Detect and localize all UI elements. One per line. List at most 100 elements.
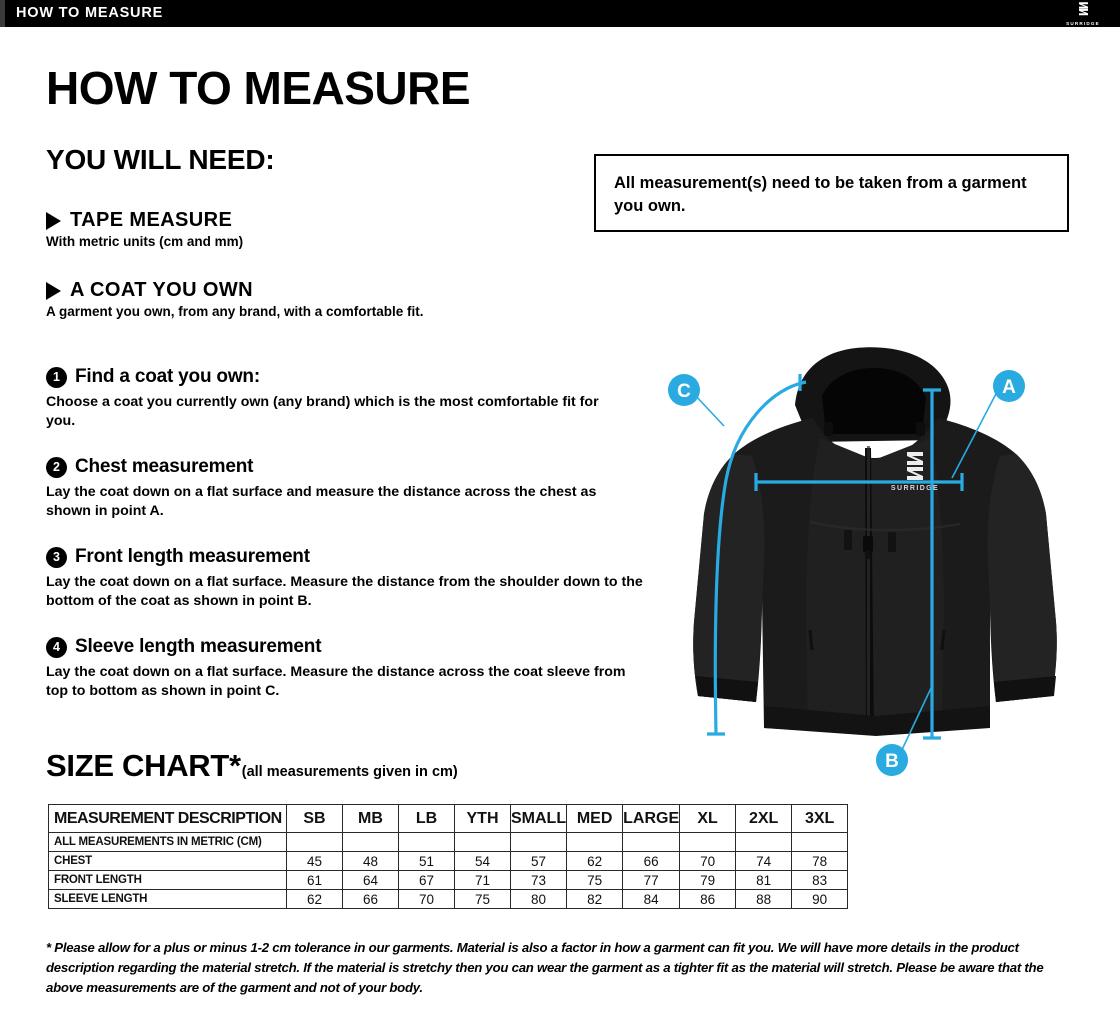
table-row-front-length: FRONT LENGTH 61 64 67 71 73 75 77 79 81 … <box>48 870 849 890</box>
th-med: MED <box>566 804 624 833</box>
cell-chest-med: 62 <box>566 851 624 871</box>
th-lb: LB <box>398 804 455 833</box>
cell-sleeve-3xl: 90 <box>791 889 849 909</box>
step-4: 4 Sleeve length measurement Lay the coat… <box>46 636 626 700</box>
cell-chest-yth: 54 <box>454 851 511 871</box>
marker-label-c: C <box>677 381 691 402</box>
step-body: Choose a coat you currently own (any bra… <box>46 394 599 429</box>
page-header-bar: HOW TO MEASURE SURRIDGE <box>0 0 1120 27</box>
header-title: HOW TO MEASURE <box>16 5 164 21</box>
th-xl: XL <box>679 804 737 833</box>
leader-line-A <box>951 389 999 479</box>
subheader-blank <box>398 832 455 852</box>
cell-front-mb: 64 <box>342 870 399 890</box>
marker-badge-C: C <box>668 374 700 406</box>
callout-text: All measurement(s) need to be taken from… <box>614 174 1027 215</box>
cell-front-xl: 79 <box>679 870 737 890</box>
cell-front-3xl: 83 <box>791 870 849 890</box>
cell-chest-2xl: 74 <box>735 851 793 871</box>
step-2: 2 Chest measurement Lay the coat down on… <box>46 456 626 520</box>
table-row-chest: CHEST 45 48 51 54 57 62 66 70 74 78 <box>48 851 849 871</box>
marker-label-b: B <box>885 751 899 772</box>
measurement-guides <box>693 374 999 755</box>
row-label: FRONT LENGTH <box>48 870 287 890</box>
th-small: SMALL <box>509 804 568 833</box>
you-will-need-heading: YOU WILL NEED: <box>46 144 275 175</box>
jacket-measurement-diagram: SURRIDGE <box>660 330 1080 780</box>
table-row-sleeve-length: SLEEVE LENGTH 62 66 70 75 80 82 84 86 88… <box>48 889 849 909</box>
need-title: A COAT YOU OWN <box>70 279 254 301</box>
step-number-badge: 3 <box>46 546 67 568</box>
leader-line-B <box>899 685 933 755</box>
triangle-bullet-icon <box>46 211 61 230</box>
cell-front-med: 75 <box>566 870 624 890</box>
step-1: 1 Find a coat you own: Choose a coat you… <box>46 366 626 430</box>
cell-chest-sb: 45 <box>286 851 343 871</box>
step-number-badge: 4 <box>46 636 67 658</box>
th-description: MEASUREMENT DESCRIPTION <box>48 804 287 833</box>
row-label: SLEEVE LENGTH <box>48 889 287 909</box>
triangle-bullet-icon <box>46 281 61 300</box>
cell-chest-small: 57 <box>509 851 568 871</box>
th-yth: YTH <box>454 804 511 833</box>
cell-front-yth: 71 <box>454 870 511 890</box>
cell-front-large: 77 <box>622 870 681 890</box>
subheader-blank <box>791 832 849 852</box>
step-body: Lay the coat down on a flat surface. Mea… <box>46 574 643 609</box>
subheader-blank <box>286 832 343 852</box>
cell-sleeve-med: 82 <box>566 889 624 909</box>
guide-chest-A <box>754 473 964 491</box>
header-left-edge-strip <box>0 0 5 27</box>
step-body: Lay the coat down on a flat surface and … <box>46 484 597 519</box>
subheader-blank <box>566 832 624 852</box>
subheader-blank <box>735 832 793 852</box>
need-item-coat: A COAT YOU OWN A garment you own, from a… <box>46 279 424 319</box>
size-chart-table-wrapper: MEASUREMENT DESCRIPTION SB MB LB YTH SMA… <box>48 804 849 909</box>
guide-sleeve-length-C <box>707 374 807 736</box>
size-chart-table: MEASUREMENT DESCRIPTION SB MB LB YTH SMA… <box>48 804 849 909</box>
brand-logo: SURRIDGE <box>1052 1 1114 26</box>
cell-sleeve-2xl: 88 <box>735 889 793 909</box>
cell-chest-mb: 48 <box>342 851 399 871</box>
th-2xl: 2XL <box>735 804 793 833</box>
need-item-tape-measure: TAPE MEASURE With metric units (cm and m… <box>46 209 243 249</box>
cell-front-lb: 67 <box>398 870 455 890</box>
cell-sleeve-sb: 62 <box>286 889 343 909</box>
row-label: CHEST <box>48 851 287 871</box>
subheader-blank <box>509 832 568 852</box>
page-title: HOW TO MEASURE <box>46 62 471 114</box>
step-heading: Front length measurement <box>75 546 310 567</box>
marker-label-a: A <box>1002 377 1016 398</box>
marker-badge-B: B <box>876 744 908 776</box>
step-body: Lay the coat down on a flat surface. Mea… <box>46 664 626 699</box>
th-mb: MB <box>342 804 399 833</box>
cell-chest-large: 66 <box>622 851 681 871</box>
brand-name: SURRIDGE <box>1066 21 1100 26</box>
cell-sleeve-xl: 86 <box>679 889 737 909</box>
cell-sleeve-large: 84 <box>622 889 681 909</box>
th-sb: SB <box>286 804 343 833</box>
callout-box: All measurement(s) need to be taken from… <box>594 154 1069 232</box>
cell-chest-3xl: 78 <box>791 851 849 871</box>
cell-sleeve-mb: 66 <box>342 889 399 909</box>
size-chart-title: SIZE CHART* <box>46 748 241 783</box>
step-heading: Sleeve length measurement <box>75 636 322 657</box>
cell-sleeve-lb: 70 <box>398 889 455 909</box>
size-chart-note: (all measurements given in cm) <box>241 764 458 780</box>
cell-front-sb: 61 <box>286 870 343 890</box>
jacket-illustration <box>693 347 1057 736</box>
need-subtitle: A garment you own, from any brand, with … <box>46 304 424 319</box>
subheader-blank <box>454 832 511 852</box>
cell-sleeve-small: 80 <box>509 889 568 909</box>
jacket-logo-text: SURRIDGE <box>891 485 939 492</box>
th-large: LARGE <box>622 804 681 833</box>
cell-sleeve-yth: 75 <box>454 889 511 909</box>
subheader-label: ALL MEASUREMENTS IN METRIC (CM) <box>48 832 287 852</box>
marker-badge-A: A <box>993 370 1025 402</box>
guide-front-length-B <box>923 388 941 740</box>
jacket-chest-logo: SURRIDGE <box>891 452 939 492</box>
table-subheader-row: ALL MEASUREMENTS IN METRIC (CM) <box>48 832 849 852</box>
step-heading: Chest measurement <box>75 456 254 477</box>
cell-front-2xl: 81 <box>735 870 793 890</box>
need-subtitle: With metric units (cm and mm) <box>46 234 244 249</box>
